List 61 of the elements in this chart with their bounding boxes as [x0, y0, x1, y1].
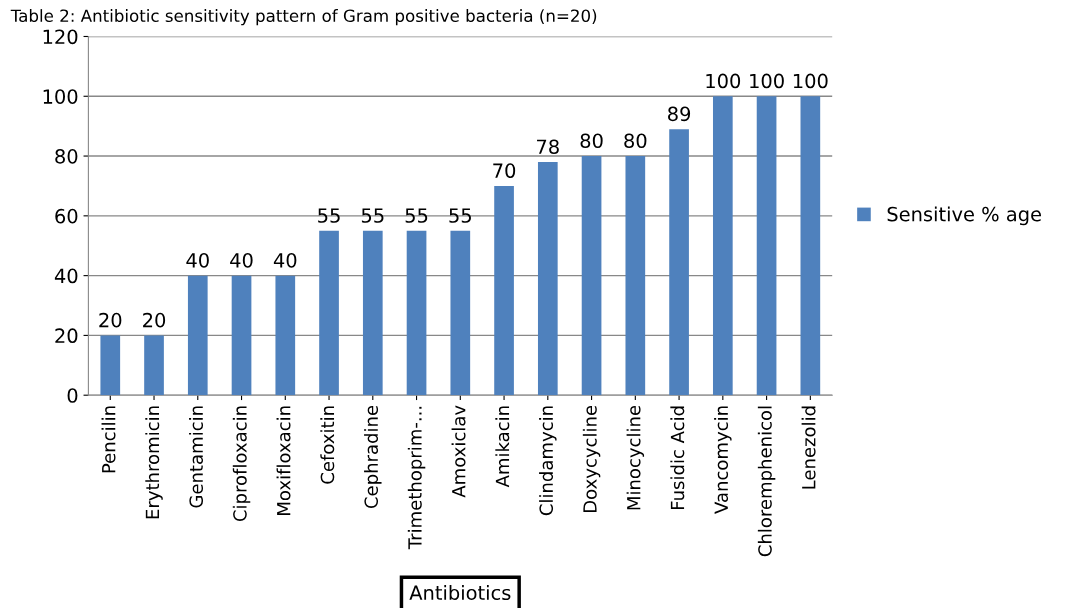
- data-label: 70: [493, 163, 516, 179]
- bar: [537, 162, 558, 396]
- x-tick-label: Chloremphenicol: [757, 406, 776, 557]
- bar: [100, 335, 121, 396]
- bar: [187, 275, 208, 396]
- bar: [669, 129, 689, 396]
- bar: [144, 335, 164, 396]
- x-tick-label: Gentamicin: [189, 406, 204, 508]
- x-tick-label: Moxifloxacin: [276, 406, 291, 515]
- bar: [581, 156, 602, 396]
- y-tick-label: 80: [55, 149, 78, 164]
- data-label: 20: [143, 312, 166, 328]
- bar: [406, 230, 427, 396]
- data-label: 80: [624, 133, 647, 149]
- bar: [450, 230, 471, 396]
- x-tick-label: Trimethoprim-...: [407, 406, 426, 550]
- data-label: 100: [706, 73, 741, 89]
- x-tick-label: Cephradine: [364, 405, 382, 509]
- bar: [712, 96, 733, 396]
- y-tick-label: 100: [43, 89, 78, 104]
- x-tick-label: Clindamycin: [539, 406, 557, 516]
- x-tick-label: Vancomycin: [714, 406, 732, 514]
- data-label: 100: [793, 73, 828, 89]
- data-label: 55: [318, 208, 340, 223]
- x-tick-label: Ciprofloxacin: [232, 406, 251, 522]
- data-label: 78: [537, 139, 559, 155]
- data-label: 100: [750, 73, 784, 89]
- x-tick-label: Amoxiclav: [451, 405, 466, 498]
- legend-label: Sensitive % age: [887, 206, 1041, 226]
- x-tick-label: Erythromicin: [145, 406, 163, 519]
- bar: [231, 275, 252, 396]
- data-label: 55: [449, 208, 471, 223]
- bar: [494, 185, 514, 396]
- y-tick-label: 60: [55, 208, 78, 224]
- data-label: 55: [405, 208, 428, 223]
- data-label: 40: [186, 252, 209, 268]
- y-tick-label: 0: [67, 388, 78, 403]
- x-tick-label: Minocycline: [626, 405, 645, 510]
- bar: [800, 96, 821, 396]
- data-label: 20: [99, 312, 122, 328]
- data-label: 89: [668, 106, 691, 122]
- x-tick-label: Pencilin: [101, 406, 116, 473]
- chart-title: Table 2: Antibiotic sensitivity pattern of Gram positive bacteria (n=20): [10, 9, 597, 26]
- x-tick-label: Lenezolid: [801, 406, 816, 489]
- x-tick-label: Fusidic Acid: [670, 406, 685, 509]
- bar: [275, 275, 296, 396]
- bar: [319, 230, 339, 396]
- data-label: 55: [361, 208, 384, 223]
- data-label: 80: [580, 133, 603, 149]
- x-tick-label: Amikacin: [495, 406, 510, 488]
- y-tick-label: 20: [55, 328, 78, 344]
- x-tick-label: Doxycycline: [582, 405, 601, 513]
- bar: [625, 156, 646, 396]
- data-label: 40: [273, 252, 297, 268]
- data-label: 40: [230, 252, 253, 268]
- bar: [362, 230, 383, 396]
- y-tick-label: 120: [43, 29, 78, 45]
- y-tick-label: 40: [54, 268, 78, 284]
- x-axis-title: Antibiotics: [409, 584, 511, 601]
- x-tick-label: Cefoxitin: [320, 406, 335, 484]
- bar: [756, 96, 777, 396]
